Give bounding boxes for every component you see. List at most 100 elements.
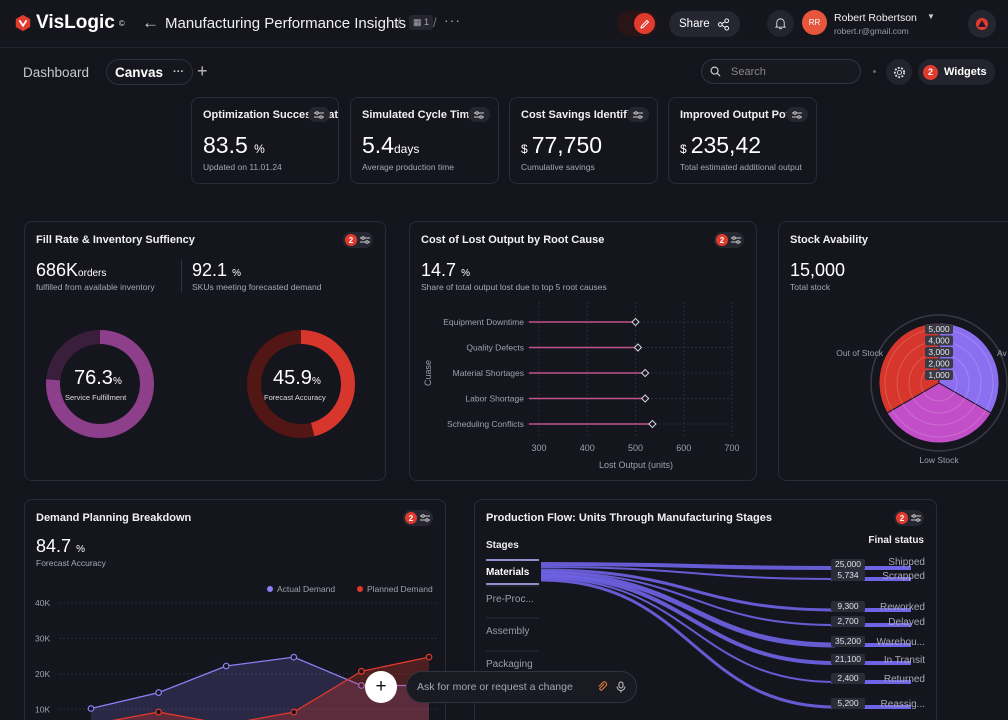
- microphone-icon[interactable]: [616, 681, 626, 693]
- user-menu-caret-icon[interactable]: ▼: [927, 12, 935, 21]
- sankey-link: [540, 562, 836, 570]
- series-point: [155, 708, 163, 716]
- kpi-card-cycle-time[interactable]: Simulated Cycle Time 5.4days Average pro…: [350, 97, 499, 184]
- sankey-target-label: Shipped: [888, 557, 925, 568]
- kpi-subtitle: Average production time: [362, 162, 454, 172]
- stock-panel[interactable]: Stock Avability 15,000 Total stock 5,000…: [778, 221, 1008, 481]
- search-placeholder: Search: [731, 65, 766, 78]
- kpi-title: Improved Output Potential: [680, 109, 800, 121]
- sliders-icon: [731, 236, 741, 244]
- donut-unit: %: [112, 376, 122, 387]
- lost-output-panel[interactable]: Cost of Lost Output by Root Cause 2 14.7…: [409, 221, 757, 481]
- metric-value: 686K: [36, 260, 79, 280]
- sankey-value: 2,700: [837, 616, 859, 626]
- sliders-icon[interactable]: [468, 107, 490, 122]
- kpi-subtitle: Cumulative savings: [521, 162, 595, 172]
- slice-label: Out of Stock: [836, 348, 884, 358]
- x-tick-label: 300: [531, 443, 546, 453]
- sankey-node: [831, 661, 911, 665]
- radial-tick-label: 1,000: [928, 370, 950, 380]
- legend-swatch: [267, 586, 273, 592]
- donut-number: 45.9: [273, 367, 312, 389]
- sankey-node: [831, 608, 911, 612]
- panel-badge: 2: [716, 234, 728, 246]
- add-button[interactable]: +: [365, 670, 397, 703]
- stage-label: Materials: [486, 567, 530, 578]
- user-name[interactable]: Robert Robertson: [834, 12, 917, 24]
- vislogic-logo-icon: [15, 14, 31, 32]
- sankey-value-box: [831, 616, 865, 627]
- metric-divider: [181, 260, 182, 292]
- breadcrumb-separator: /: [397, 15, 401, 30]
- toolbar-divider: [873, 70, 876, 73]
- x-tick-label: 600: [676, 443, 691, 453]
- breadcrumb-count-badge[interactable]: ▦ 1: [409, 15, 434, 30]
- paperclip-icon[interactable]: [597, 681, 608, 692]
- share-button[interactable]: Share: [669, 11, 740, 37]
- lollipop-marker: [648, 419, 657, 429]
- kpi-title: Cost Savings Identified: [521, 109, 641, 121]
- widgets-button[interactable]: 2 Widgets: [918, 59, 995, 85]
- metric-value: 84.7: [36, 536, 72, 556]
- tab-canvas-label: Canvas: [115, 64, 164, 80]
- app-logo[interactable]: VisLogic ©: [14, 12, 125, 34]
- back-arrow-icon[interactable]: ←: [142, 13, 159, 32]
- metric-subtitle: Total stock: [790, 282, 831, 292]
- x-axis-label: Lost Output (units): [599, 460, 673, 470]
- kpi-number: 5.4: [362, 132, 394, 158]
- kpi-card-cost-savings[interactable]: Cost Savings Identified $77,750 Cumulati…: [509, 97, 658, 184]
- brand-triangle-icon[interactable]: [968, 10, 996, 38]
- panel-actions[interactable]: 2: [403, 510, 433, 526]
- sliders-icon[interactable]: [627, 107, 649, 122]
- notifications-bell-icon[interactable]: [767, 10, 794, 37]
- chat-input[interactable]: Ask for more or request a change: [406, 670, 637, 703]
- panel-actions[interactable]: 2: [714, 232, 744, 248]
- sankey-target-label: Returned: [884, 674, 925, 685]
- tab-dashboard[interactable]: Dashboard: [23, 65, 90, 80]
- sankey-chart: Materials Pre-Proc... Assembly Packaging 25,…: [486, 557, 925, 710]
- tab-canvas[interactable]: Canvas ···: [106, 59, 194, 85]
- stage-label: Packaging: [486, 659, 533, 670]
- breadcrumb-more-icon[interactable]: ···: [444, 12, 461, 28]
- fill-rate-panel[interactable]: Fill Rate & Inventory Suffiency 2 686Kor…: [24, 221, 386, 481]
- panel-badge: 2: [405, 512, 417, 524]
- sliders-icon[interactable]: [308, 107, 330, 122]
- logo-mark: ©: [118, 18, 125, 28]
- lollipop-marker: [640, 394, 650, 403]
- donut-label: Forecast Accuracy: [264, 393, 326, 402]
- search-icon: [710, 66, 721, 77]
- donut-label: Service Fulfillment: [65, 393, 127, 402]
- kpi-card-improved-output[interactable]: Improved Output Potential $235,42 Total …: [668, 97, 817, 184]
- series-point: [358, 682, 365, 689]
- panel-actions[interactable]: 2: [894, 510, 924, 526]
- kpi-title: Simulated Cycle Time: [362, 109, 476, 121]
- sankey-node: [831, 643, 911, 647]
- share-icon: [717, 17, 729, 31]
- legend-label: Planned Demand: [367, 584, 433, 594]
- sankey-link: [540, 566, 836, 580]
- edit-mode-toggle[interactable]: [617, 11, 657, 36]
- sankey-value: 21,100: [835, 654, 861, 664]
- stages-header: Stages: [486, 540, 519, 551]
- kpi-card-optimization[interactable]: Optimization Success Rate 83.5 % Updated…: [191, 97, 339, 184]
- search-input[interactable]: Search: [701, 59, 861, 84]
- panel-actions[interactable]: 2: [343, 232, 373, 248]
- metric-subtitle: Share of total output lost due to top 5 …: [421, 282, 607, 292]
- lollipop-marker: [633, 343, 643, 352]
- y-tick-label: Equipment Downtime: [443, 317, 524, 327]
- add-tab-button[interactable]: +: [197, 61, 208, 81]
- radial-tick-label: 4,000: [928, 336, 950, 346]
- sliders-icon[interactable]: [786, 107, 808, 122]
- sankey-link: [540, 578, 836, 709]
- avatar[interactable]: RR: [802, 10, 827, 35]
- tab-more-icon[interactable]: ···: [173, 66, 185, 78]
- lollipop-chart: 300 400 500 600 700 Equipment Downtime Quality…: [423, 302, 740, 470]
- panel-badge: 2: [345, 234, 357, 246]
- demand-panel[interactable]: Demand Planning Breakdown 2 84.7 % Forec…: [24, 499, 446, 720]
- series-area: [91, 657, 429, 720]
- kpi-subtitle: Total estimated additional output: [680, 162, 802, 172]
- legend-swatch: [357, 586, 363, 592]
- sankey-value-box: [831, 601, 865, 612]
- lollipop-marker: [640, 368, 650, 378]
- gear-icon[interactable]: [886, 59, 912, 85]
